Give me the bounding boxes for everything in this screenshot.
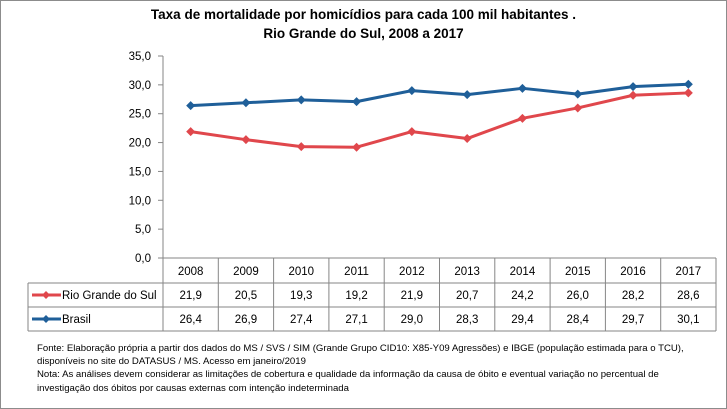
data-value: 28,6 (677, 290, 699, 302)
data-point-0 (296, 142, 306, 152)
note-line: Fonte: Elaboração própria a partir dos d… (37, 343, 684, 354)
x-category-label: 2015 (565, 266, 591, 278)
legend-label: Rio Grande do Sul (62, 290, 157, 302)
x-category-label: 2008 (178, 266, 204, 278)
data-value: 29,0 (401, 314, 423, 326)
x-category-label: 2016 (620, 266, 646, 278)
x-category-label: 2014 (510, 266, 536, 278)
y-tick-label: 25,0 (129, 109, 151, 121)
data-value: 20,5 (235, 290, 257, 302)
chart-subtitle: Rio Grande do Sul, 2008 a 2017 (263, 26, 464, 41)
data-point-1 (296, 95, 306, 105)
data-point-0 (186, 127, 196, 137)
data-point-1 (517, 83, 527, 93)
data-point-0 (462, 134, 472, 144)
y-tick-label: 10,0 (129, 195, 151, 207)
data-point-1 (186, 101, 196, 111)
legend-marker-0 (42, 291, 50, 299)
x-category-label: 2017 (676, 266, 702, 278)
note-line: Nota: As análises devem considerar as li… (37, 369, 659, 381)
data-value: 26,9 (235, 314, 257, 326)
y-tick-label: 35,0 (129, 51, 151, 63)
note-line: investigação dos óbitos por causas exter… (37, 382, 349, 394)
data-point-0 (573, 103, 583, 113)
y-tick-label: 30,0 (129, 80, 151, 92)
data-point-0 (628, 90, 638, 100)
data-value: 20,7 (456, 290, 478, 302)
source-notes: Fonte: Elaboração própria a partir dos d… (37, 342, 717, 395)
y-tick-label: 20,0 (129, 138, 151, 150)
data-point-0 (352, 142, 362, 152)
data-point-1 (573, 89, 583, 99)
data-point-1 (241, 98, 251, 108)
note-line: disponíveis no site do DATASUS / MS. Ace… (37, 356, 306, 368)
data-value: 28,4 (567, 314, 590, 326)
data-point-1 (683, 79, 693, 89)
chart-title: Taxa de mortalidade por homicídios para … (150, 7, 577, 22)
data-point-1 (628, 82, 638, 92)
series-line-1 (190, 82, 689, 108)
data-point-0 (683, 88, 693, 98)
data-value: 26,4 (179, 314, 202, 326)
x-category-label: 2012 (399, 266, 425, 278)
data-point-0 (517, 113, 527, 123)
x-category-label: 2013 (454, 266, 480, 278)
y-tick-label: 15,0 (129, 166, 151, 178)
data-value: 26,0 (567, 290, 589, 302)
data-value: 21,9 (401, 290, 423, 302)
data-value: 27,4 (290, 314, 313, 326)
legend-label: Brasil (62, 314, 91, 326)
data-value: 24,2 (511, 290, 533, 302)
data-point-1 (352, 97, 362, 107)
data-value: 30,1 (677, 314, 699, 326)
x-category-label: 2009 (233, 266, 259, 278)
data-value: 29,7 (622, 314, 644, 326)
data-value: 28,2 (622, 290, 644, 302)
y-tick-label: 0,0 (135, 253, 151, 265)
data-value: 27,1 (345, 314, 367, 326)
data-point-1 (462, 90, 472, 100)
y-tick-label: 5,0 (135, 224, 151, 236)
data-point-0 (241, 135, 251, 145)
data-value: 28,3 (456, 314, 478, 326)
data-value: 19,2 (345, 290, 367, 302)
data-value: 19,3 (290, 290, 312, 302)
data-value: 21,9 (179, 290, 201, 302)
data-point-0 (407, 127, 417, 137)
x-category-label: 2010 (288, 266, 314, 278)
legend-marker-1 (42, 315, 50, 323)
x-category-label: 2011 (344, 266, 369, 278)
data-point-1 (407, 86, 417, 96)
series-line-0 (190, 91, 689, 149)
data-value: 29,4 (511, 314, 534, 326)
